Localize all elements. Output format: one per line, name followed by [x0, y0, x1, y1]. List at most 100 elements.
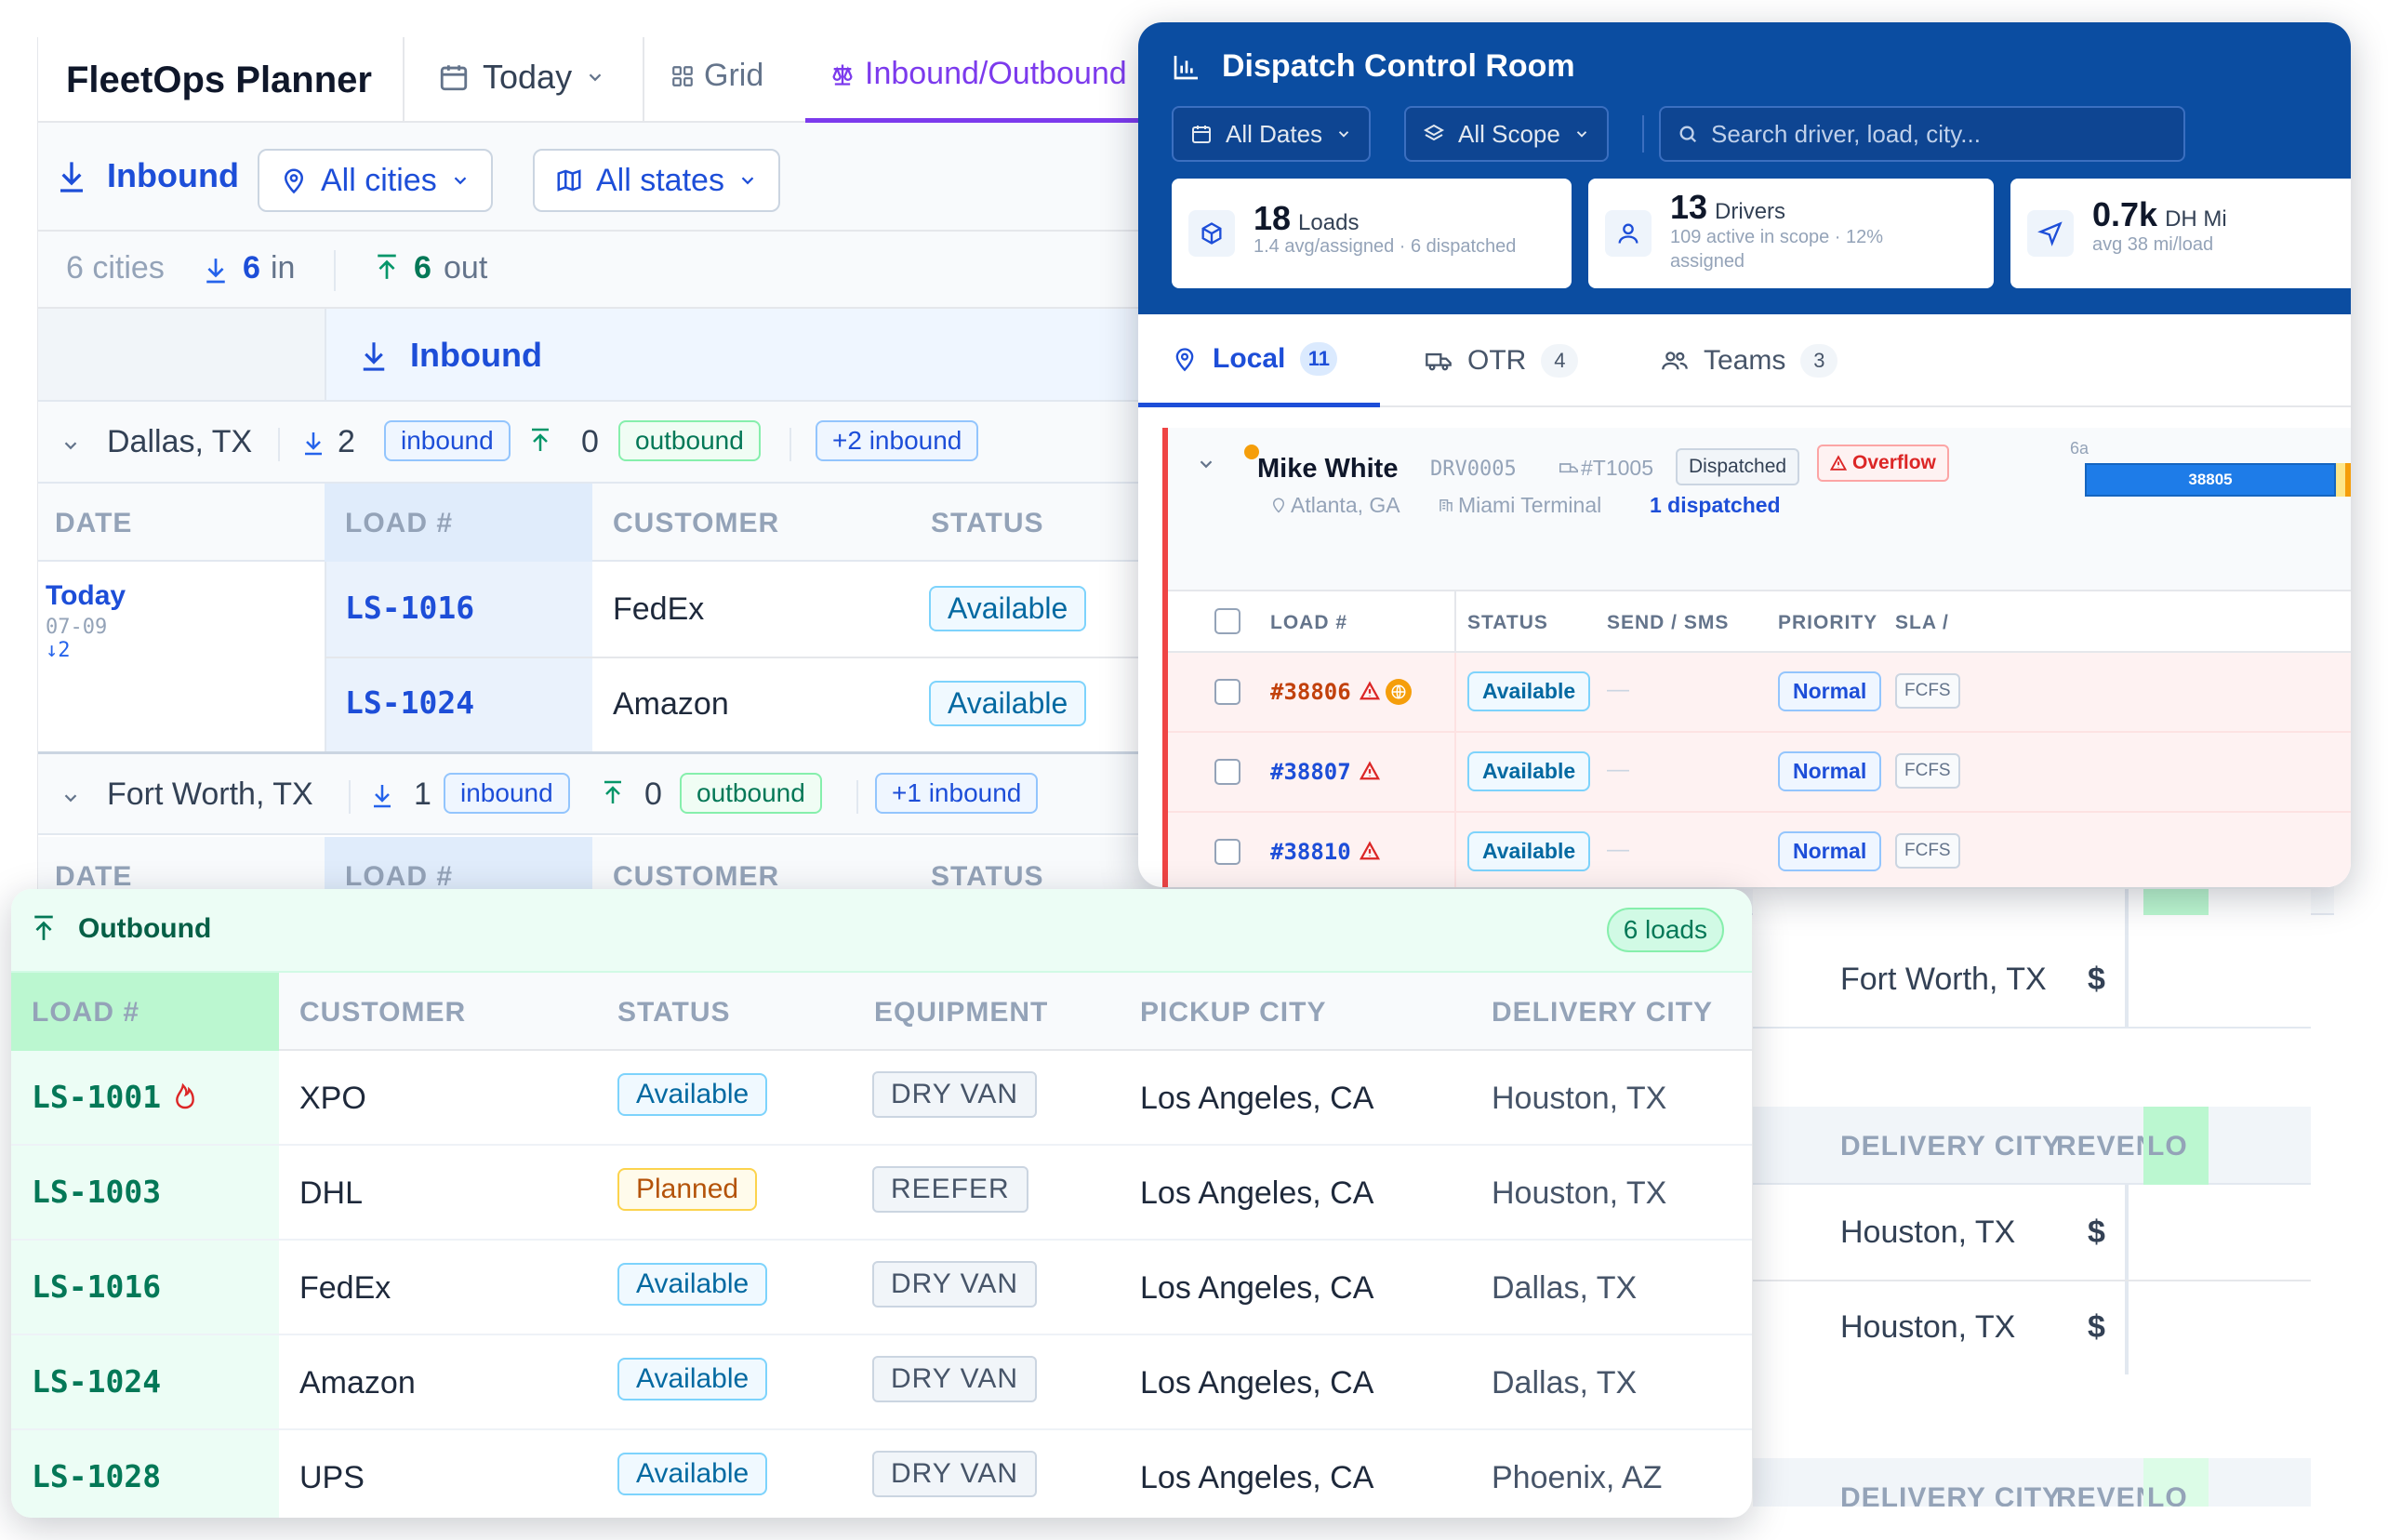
- table-row[interactable]: LS-1003 DHL Planned REEFER Los Angeles, …: [11, 1146, 1752, 1241]
- search-input[interactable]: Search driver, load, city...: [1659, 106, 2185, 162]
- delivery-city: Houston, TX: [1492, 1175, 1667, 1211]
- status-badge: Available: [617, 1453, 768, 1495]
- load-number[interactable]: LS-1024: [345, 684, 475, 721]
- delivery-city: Dallas, TX: [1492, 1270, 1638, 1306]
- table-row[interactable]: LS-1016 FedEx Available: [38, 562, 2334, 657]
- tab-local[interactable]: Local 11: [1138, 314, 1381, 407]
- load-column-bg: [325, 484, 592, 562]
- tab-count: 11: [1300, 341, 1338, 376]
- load-number[interactable]: #38810: [1270, 839, 1351, 865]
- bar-chart-icon: [1174, 55, 1198, 79]
- chevron-down-icon[interactable]: [1196, 454, 1216, 474]
- truck-icon: [1559, 463, 1578, 473]
- priority-badge[interactable]: Normal: [1778, 831, 1882, 871]
- arrow-down-icon: [305, 432, 322, 456]
- states-filter[interactable]: All states: [533, 149, 780, 212]
- load-row[interactable]: #38807 Available — Normal FCFS: [1168, 733, 2351, 813]
- priority-badge[interactable]: Normal: [1778, 671, 1882, 711]
- stub-dollar: $: [2088, 1309, 2105, 1345]
- col-delivery-city: DELIVERY CITY: [1840, 1482, 2063, 1507]
- equipment-badge: REEFER: [872, 1166, 1028, 1213]
- divider: [1454, 653, 1456, 733]
- driver-summary[interactable]: Mike White DRV0005 #T1005 Dispatched Ove…: [1168, 428, 2351, 591]
- customer: FedEx: [299, 1270, 391, 1306]
- overflow-label: Overflow: [1852, 452, 1936, 473]
- row-divider: [1753, 1280, 2311, 1281]
- col-customer: CUSTOMER: [299, 997, 467, 1028]
- customer: UPS: [299, 1460, 365, 1495]
- table-row[interactable]: LS-1024 Amazon Available DRY VAN Los Ang…: [11, 1335, 1752, 1430]
- outbound-panel: Outbound 6 loads LOAD # CUSTOMER STATUS …: [11, 889, 1752, 1518]
- direction-toggle[interactable]: Inbound: [57, 156, 239, 195]
- row-checkbox[interactable]: [1214, 759, 1240, 785]
- send-value: —: [1607, 677, 1629, 702]
- today-label: Today: [483, 58, 573, 96]
- tab-teams[interactable]: Teams 3: [1661, 314, 1838, 407]
- stat-deadhead: 0.7k DH Mi avg 38 mi/load: [2010, 179, 2351, 288]
- load-number[interactable]: LS-1016: [345, 590, 475, 626]
- status-badge: Available: [617, 1358, 768, 1401]
- load-number[interactable]: LS-1016: [32, 1268, 162, 1305]
- tab-grid[interactable]: Grid: [670, 58, 763, 94]
- dispatch-tabs: Local 11 OTR 4 Teams 3: [1138, 314, 2351, 407]
- today-button[interactable]: Today: [438, 58, 605, 97]
- timeline-load-bar[interactable]: 38805: [2085, 463, 2336, 497]
- load-row[interactable]: #38810 Available — Normal FCFS: [1168, 813, 2351, 887]
- tab-otr[interactable]: OTR 4: [1425, 314, 1579, 407]
- table-row[interactable]: LS-1016 FedEx Available DRY VAN Los Ange…: [11, 1241, 1752, 1335]
- stat-value: 18: [1254, 199, 1292, 237]
- load-row[interactable]: #38806 Available — Normal FCFS: [1168, 653, 2351, 733]
- user-icon: [1605, 210, 1652, 257]
- load-number[interactable]: #38806: [1270, 679, 1351, 705]
- priority-badge[interactable]: Normal: [1778, 751, 1882, 791]
- select-all-checkbox[interactable]: [1214, 608, 1240, 634]
- table-row[interactable]: LS-1024 Amazon Available: [38, 657, 2334, 751]
- scope-filter[interactable]: All Scope: [1404, 106, 1609, 162]
- warning-icon: [1830, 455, 1847, 471]
- inbound-count: 2: [338, 424, 355, 459]
- stub-city: Houston, TX: [1840, 1309, 2016, 1345]
- chevron-down-icon: [741, 177, 754, 185]
- pickup-city: Los Angeles, CA: [1140, 1460, 1374, 1495]
- column-bg: [2143, 889, 2209, 915]
- load-number[interactable]: LS-1028: [32, 1458, 162, 1494]
- stat-sub: 109 active in scope · 12%: [1670, 227, 1884, 247]
- table-row[interactable]: LS-1001 XPO Available DRY VAN Los Angele…: [11, 1051, 1752, 1146]
- row-checkbox[interactable]: [1214, 839, 1240, 865]
- map-icon: [557, 169, 581, 192]
- equipment-badge: DRY VAN: [872, 1356, 1038, 1402]
- load-number[interactable]: LS-1003: [32, 1174, 162, 1210]
- inbound-count: 1: [414, 777, 431, 812]
- tab-label: OTR: [1467, 345, 1527, 376]
- load-number[interactable]: #38807: [1270, 759, 1351, 785]
- col-load: LOAD #: [345, 861, 454, 892]
- date-filter[interactable]: All Dates: [1172, 106, 1372, 162]
- row-checkbox[interactable]: [1214, 679, 1240, 705]
- arrow-down-icon: [363, 342, 385, 371]
- timeline-start: 6a: [2070, 439, 2090, 458]
- stub-dollar: $: [2088, 962, 2105, 997]
- date-filter-label: All Dates: [1226, 119, 1323, 148]
- table-row[interactable]: LS-1028 UPS Available DRY VAN Los Angele…: [11, 1430, 1752, 1518]
- arrow-up-icon: [34, 915, 53, 940]
- truck-icon: [1426, 352, 1452, 371]
- load-number[interactable]: LS-1001: [32, 1079, 162, 1115]
- overflow-badge: Overflow: [1817, 445, 1949, 482]
- sla-badge: FCFS: [1895, 753, 1960, 789]
- stub-header: DELIVERY CITY REVENU LO: [1753, 1458, 2311, 1507]
- cities-filter-label: All cities: [321, 162, 437, 198]
- building-icon: [1439, 499, 1453, 511]
- tab-inbound-outbound[interactable]: Inbound/Outbound: [805, 37, 1151, 123]
- tab-count: 4: [1541, 344, 1579, 378]
- calendar-icon: [440, 65, 468, 91]
- col-status: STATUS: [617, 997, 731, 1028]
- layers-icon: [1423, 124, 1445, 141]
- load-number[interactable]: LS-1024: [32, 1363, 162, 1400]
- stub-rows: Houston, TX $ Houston, TX $: [1753, 1185, 2311, 1374]
- cities-filter[interactable]: All cities: [258, 149, 493, 212]
- divider: [278, 428, 280, 461]
- col-status: STATUS: [931, 861, 1044, 892]
- sla-badge: FCFS: [1895, 673, 1960, 709]
- map-pin-icon: [284, 168, 304, 194]
- cities-count: 6 cities: [66, 250, 165, 285]
